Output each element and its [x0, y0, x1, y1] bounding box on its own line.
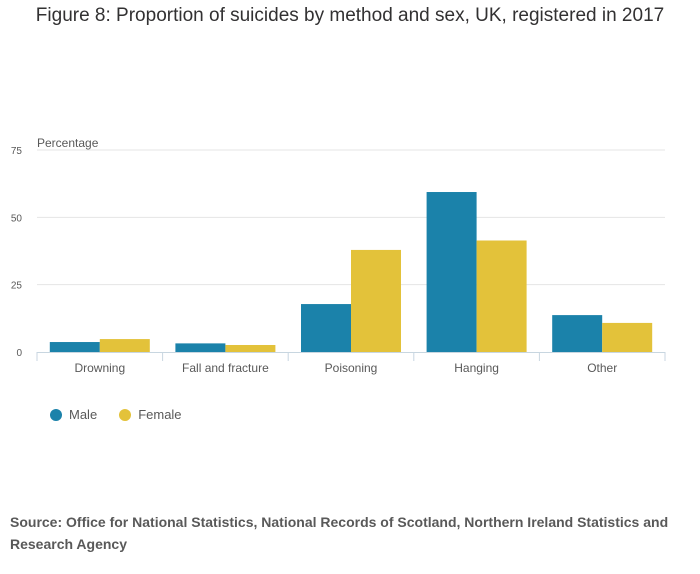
- legend-label-female: Female: [138, 407, 182, 422]
- bar-female: [476, 240, 527, 352]
- bar-female: [99, 339, 150, 352]
- bar-male: [301, 304, 351, 352]
- bar-male: [49, 342, 100, 352]
- legend: Male Female: [50, 407, 182, 422]
- legend-swatch-female: [119, 408, 132, 421]
- source-note: Source: Office for National Statistics, …: [10, 514, 669, 552]
- legend-label-male: Male: [69, 407, 98, 422]
- legend-swatch-male: [50, 408, 62, 421]
- legend-item-male[interactable]: Male: [50, 407, 97, 422]
- x-tick-label: Drowning: [74, 361, 125, 375]
- x-tick-label: Fall and fracture: [182, 361, 269, 375]
- x-tick-label: Poisoning: [325, 361, 378, 375]
- bar-male: [552, 315, 603, 352]
- x-tick-label: Other: [587, 361, 617, 375]
- y-tick-label: 0: [16, 348, 22, 359]
- legend-item-female[interactable]: Female: [119, 407, 182, 422]
- bar-male: [175, 343, 226, 352]
- bar-female: [225, 344, 276, 352]
- chart-title: Figure 8: Proportion of suicides by meth…: [35, 5, 665, 26]
- bar-female: [602, 322, 653, 352]
- x-tick-label: Hanging: [454, 361, 499, 375]
- y-axis-title: Percentage: [37, 136, 99, 150]
- y-tick-label: 50: [11, 213, 23, 224]
- y-tick-label: 25: [11, 281, 23, 292]
- bar-male: [426, 192, 477, 352]
- y-tick-label: 75: [11, 146, 23, 157]
- bar-female: [351, 249, 401, 352]
